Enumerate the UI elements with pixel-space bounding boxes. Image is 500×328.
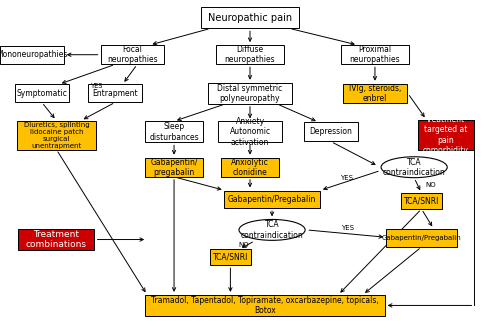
Text: NO: NO [425, 182, 436, 188]
FancyBboxPatch shape [201, 7, 299, 28]
Text: Focal
neuropathies: Focal neuropathies [107, 45, 158, 64]
FancyBboxPatch shape [100, 45, 164, 64]
Text: Neuropathic pain: Neuropathic pain [208, 13, 292, 23]
FancyBboxPatch shape [88, 84, 142, 102]
FancyBboxPatch shape [15, 84, 68, 102]
Text: Sleep
disturbances: Sleep disturbances [149, 122, 199, 142]
Ellipse shape [239, 219, 305, 240]
FancyBboxPatch shape [144, 157, 204, 177]
FancyBboxPatch shape [144, 121, 204, 142]
Text: TCA
contraindication: TCA contraindication [383, 157, 446, 177]
Text: Gabapentin/Pregabalin: Gabapentin/Pregabalin [228, 195, 316, 204]
FancyBboxPatch shape [418, 120, 474, 150]
Text: Proximal
neuropathies: Proximal neuropathies [350, 45, 401, 64]
FancyBboxPatch shape [210, 249, 251, 265]
Text: YES: YES [340, 175, 353, 181]
FancyBboxPatch shape [304, 122, 358, 141]
FancyBboxPatch shape [400, 193, 442, 209]
Text: Treatment
combinations: Treatment combinations [26, 230, 87, 249]
Text: Diuretics, splinting
lidocaine patch
surgical
unentrapment: Diuretics, splinting lidocaine patch sur… [24, 122, 90, 149]
FancyBboxPatch shape [386, 229, 457, 247]
Text: Depression: Depression [310, 127, 352, 136]
Text: YES: YES [91, 83, 104, 89]
Text: Gabapentin/
pregabalin: Gabapentin/ pregabalin [150, 157, 198, 177]
FancyBboxPatch shape [224, 191, 320, 208]
FancyBboxPatch shape [216, 45, 284, 64]
Text: TCA/SNRI: TCA/SNRI [404, 196, 439, 205]
Text: Diffuse
neuropathies: Diffuse neuropathies [224, 45, 276, 64]
Text: Mononeuropathies: Mononeuropathies [0, 50, 68, 59]
FancyBboxPatch shape [18, 229, 94, 250]
FancyBboxPatch shape [343, 84, 407, 103]
FancyBboxPatch shape [220, 157, 280, 177]
Text: Treatment
targeted at
pain
comorbidity: Treatment targeted at pain comorbidity [423, 115, 469, 155]
Text: Anxiolytic
clonidine: Anxiolytic clonidine [231, 157, 269, 177]
FancyBboxPatch shape [17, 121, 96, 150]
Text: TCA/SNRI: TCA/SNRI [212, 253, 248, 262]
Text: IVIg, steroids,
enbrel: IVIg, steroids, enbrel [349, 84, 401, 103]
Text: Anxiety
Autonomic
activation: Anxiety Autonomic activation [230, 117, 270, 147]
FancyBboxPatch shape [340, 45, 409, 64]
Text: Symptomatic: Symptomatic [16, 89, 67, 98]
Text: YES: YES [342, 225, 354, 231]
Text: TCA
contraindication: TCA contraindication [240, 220, 304, 239]
FancyBboxPatch shape [0, 46, 64, 64]
Text: Tramadol, Tapentadol, Topiramate, oxcarbazepine, topicals,
Botox: Tramadol, Tapentadol, Topiramate, oxcarb… [151, 296, 378, 315]
Text: Entrapment: Entrapment [92, 89, 138, 98]
FancyBboxPatch shape [218, 121, 282, 142]
Text: Distal symmetric
polyneuropathy: Distal symmetric polyneuropathy [218, 84, 282, 103]
FancyBboxPatch shape [208, 83, 292, 104]
Text: NO: NO [238, 242, 249, 248]
Ellipse shape [381, 157, 447, 178]
FancyBboxPatch shape [144, 295, 385, 316]
Text: Gabapentin/Pregabalin: Gabapentin/Pregabalin [382, 235, 462, 241]
